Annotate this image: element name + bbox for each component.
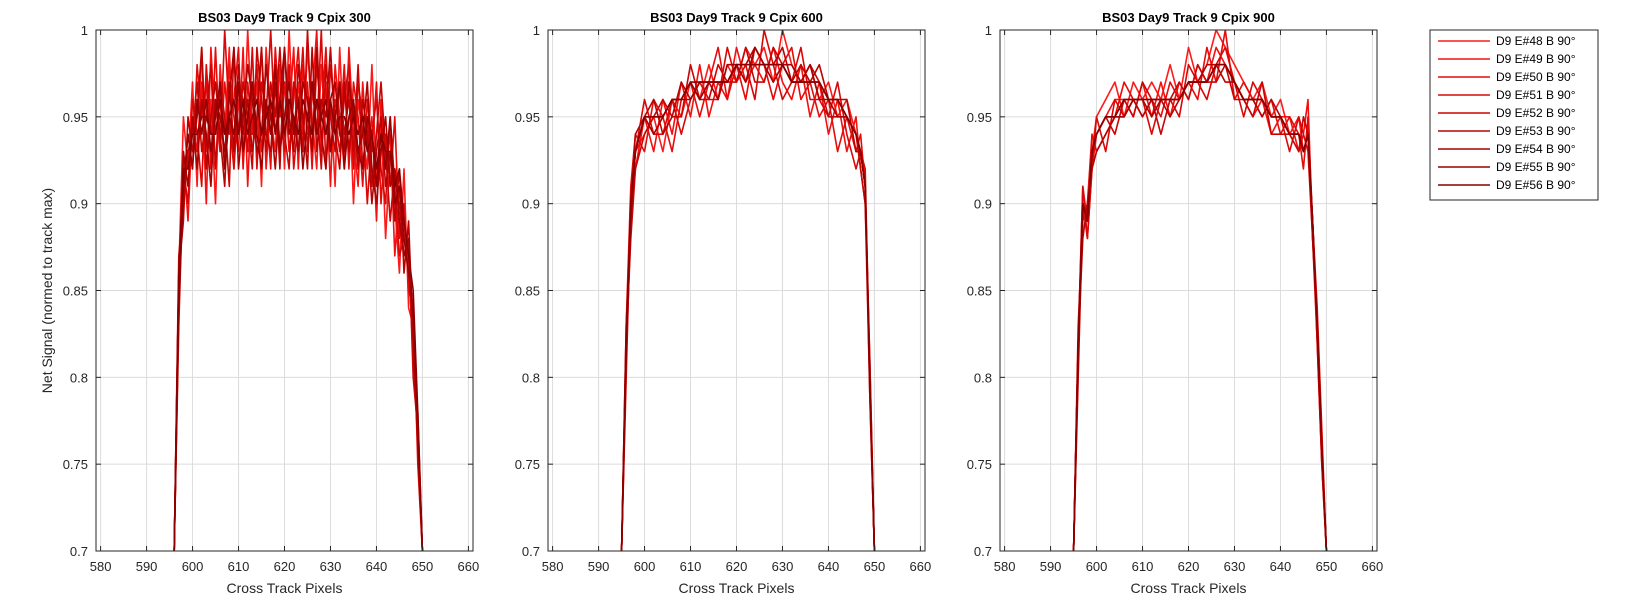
x-axis-label: Cross Track Pixels: [227, 580, 343, 596]
x-tick-label: 640: [1270, 559, 1292, 574]
series-line-e56: [1072, 63, 1328, 551]
x-tick-label: 590: [1040, 559, 1062, 574]
series-line-e50: [173, 46, 424, 551]
x-tick-label: 640: [818, 559, 840, 574]
y-tick-label: 0.95: [63, 110, 88, 125]
plot-panel-2: 580 590 600 610 620 630 640 650 660 0.7 0.75 0.8 0.8…: [515, 10, 932, 596]
x-tick-label: 580: [90, 559, 112, 574]
legend-entry: D9 E#51 B 90°: [1496, 88, 1576, 102]
x-tick-label: 590: [588, 559, 610, 574]
series-line-e56: [173, 98, 424, 551]
x-tick-label: 610: [228, 559, 250, 574]
x-tick-label: 610: [680, 559, 702, 574]
x-tick-label: 600: [182, 559, 204, 574]
y-tick-label: 1: [985, 23, 992, 38]
y-tick-label: 0.75: [515, 457, 540, 472]
legend-entry: D9 E#56 B 90°: [1496, 178, 1576, 192]
plot-panel-3: 580 590 600 610 620 630 640 650 660 0.7 0.75 0.8 0.8…: [967, 10, 1384, 596]
x-tick-label: 600: [1086, 559, 1108, 574]
series-line-e53: [620, 46, 876, 551]
y-tick-label: 0.9: [522, 197, 540, 212]
y-tick-label: 0.95: [515, 110, 540, 125]
y-tick-label: 1: [533, 23, 540, 38]
legend-entry: D9 E#49 B 90°: [1496, 52, 1576, 66]
plot-panel-1: 580 590 600 610 620 630 640 650 660 0.7 0.75 0.8 0.8…: [39, 10, 479, 596]
chart-title: BS03 Day9 Track 9 Cpix 300: [198, 10, 371, 25]
legend-entry: D9 E#54 B 90°: [1496, 142, 1576, 156]
x-tick-label: 580: [994, 559, 1016, 574]
legend-entry: D9 E#52 B 90°: [1496, 106, 1576, 120]
x-tick-label: 630: [1224, 559, 1246, 574]
y-tick-label: 0.8: [974, 370, 992, 385]
series-lines: [620, 30, 876, 551]
x-tick-label: 660: [458, 559, 480, 574]
x-tick-label: 650: [1316, 559, 1338, 574]
chart-title: BS03 Day9 Track 9 Cpix 900: [1102, 10, 1275, 25]
y-tick-label: 0.95: [967, 110, 992, 125]
x-tick-label: 630: [772, 559, 794, 574]
y-tick-label: 0.7: [70, 544, 88, 559]
y-tick-label: 1: [81, 23, 88, 38]
series-lines: [173, 30, 424, 551]
x-tick-label: 620: [1178, 559, 1200, 574]
x-tick-label: 650: [864, 559, 886, 574]
y-tick-label: 0.8: [70, 370, 88, 385]
x-axis-label: Cross Track Pixels: [1131, 580, 1247, 596]
y-tick-label: 0.75: [63, 457, 88, 472]
x-tick-label: 660: [1362, 559, 1384, 574]
chart-title: BS03 Day9 Track 9 Cpix 600: [650, 10, 823, 25]
x-tick-label: 590: [136, 559, 158, 574]
x-axis-label: Cross Track Pixels: [679, 580, 795, 596]
y-tick-label: 0.9: [70, 197, 88, 212]
x-tick-label: 620: [274, 559, 296, 574]
legend-entry: D9 E#48 B 90°: [1496, 34, 1576, 48]
x-tick-label: 630: [320, 559, 342, 574]
legend-entry: D9 E#55 B 90°: [1496, 160, 1576, 174]
x-tick-label: 580: [542, 559, 564, 574]
x-tick-label: 600: [634, 559, 656, 574]
y-tick-label: 0.7: [522, 544, 540, 559]
y-tick-label: 0.85: [63, 284, 88, 299]
legend: D9 E#48 B 90° D9 E#49 B 90° D9 E#50 B 90° D…: [1429, 29, 1599, 201]
x-tick-label: 620: [726, 559, 748, 574]
series-line-e51: [620, 30, 876, 551]
y-tick-label: 0.75: [967, 457, 992, 472]
legend-entry: D9 E#53 B 90°: [1496, 124, 1576, 138]
y-tick-label: 0.85: [967, 284, 992, 299]
series-lines: [1072, 30, 1328, 551]
x-tick-label: 660: [910, 559, 932, 574]
series-line-e51: [1072, 46, 1328, 551]
series-line-e54: [173, 46, 424, 551]
x-tick-label: 650: [412, 559, 434, 574]
legend-entry: D9 E#50 B 90°: [1496, 70, 1576, 84]
x-tick-label: 610: [1132, 559, 1154, 574]
y-tick-label: 0.7: [974, 544, 992, 559]
series-line-e53: [173, 46, 424, 551]
x-tick-label: 640: [366, 559, 388, 574]
y-tick-label: 0.8: [522, 370, 540, 385]
y-tick-label: 0.85: [515, 284, 540, 299]
y-axis-label: Net Signal (normed to track max): [39, 188, 55, 393]
series-line-e56: [620, 63, 876, 551]
y-tick-label: 0.9: [974, 197, 992, 212]
